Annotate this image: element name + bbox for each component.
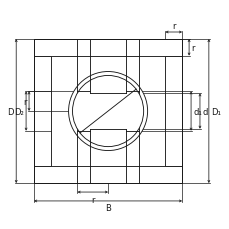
- Bar: [34, 57, 51, 167]
- Bar: [34, 40, 181, 57]
- Bar: [34, 40, 181, 57]
- Bar: [77, 92, 90, 131]
- Bar: [34, 167, 181, 183]
- Text: D₁: D₁: [210, 107, 220, 116]
- Text: r: r: [91, 195, 94, 204]
- Bar: [34, 167, 181, 183]
- Text: r: r: [191, 44, 194, 53]
- Bar: [77, 92, 90, 131]
- Text: D: D: [7, 107, 14, 116]
- Circle shape: [72, 76, 143, 147]
- Text: d₁: d₁: [193, 107, 202, 116]
- Text: d: d: [202, 107, 207, 116]
- Bar: [125, 92, 138, 131]
- Text: B: B: [105, 204, 111, 213]
- Text: r: r: [171, 22, 175, 30]
- Circle shape: [68, 72, 147, 151]
- Bar: [165, 57, 181, 167]
- Text: r: r: [23, 97, 27, 106]
- Bar: [34, 57, 51, 167]
- Bar: [125, 92, 138, 131]
- Bar: [34, 40, 181, 183]
- Text: D₂: D₂: [14, 107, 24, 116]
- Bar: [165, 57, 181, 167]
